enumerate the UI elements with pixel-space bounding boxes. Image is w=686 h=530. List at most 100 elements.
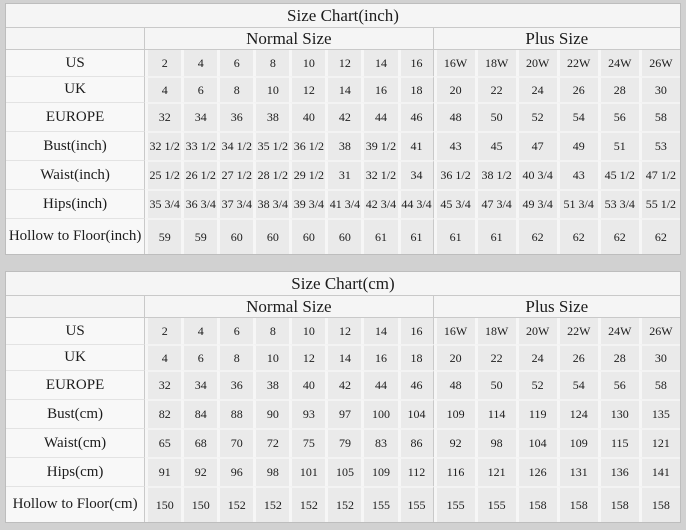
size-value-cell: 43 xyxy=(556,160,598,189)
size-value-cell: 150 xyxy=(145,486,182,522)
size-value-cell: 54 xyxy=(556,102,598,131)
size-value-cell: 2 xyxy=(145,318,182,344)
size-value-cell: 20 xyxy=(433,76,475,102)
size-value-cell: 72 xyxy=(253,428,290,457)
size-value-cell: 42 xyxy=(325,370,362,399)
size-value-cell: 38 xyxy=(253,370,290,399)
size-value-cell: 152 xyxy=(289,486,326,522)
size-value-cell: 20W xyxy=(515,50,557,76)
table-row: Hollow to Floor(inch) 59 59 60 60 60 60 61 61 61 6… xyxy=(6,218,680,254)
size-value-cell: 150 xyxy=(181,486,218,522)
size-value-cell: 10 xyxy=(289,318,326,344)
size-value-cell: 43 xyxy=(433,131,475,160)
size-value-cell: 56 xyxy=(597,370,639,399)
row-header: EUROPE xyxy=(6,102,146,131)
size-value-cell: 79 xyxy=(325,428,362,457)
size-value-cell: 10 xyxy=(289,50,326,76)
size-value-cell: 75 xyxy=(289,428,326,457)
size-value-cell: 14 xyxy=(325,76,362,102)
size-value-cell: 42 3/4 xyxy=(361,189,398,218)
size-value-cell: 51 xyxy=(597,131,639,160)
size-value-cell: 152 xyxy=(217,486,254,522)
column-group-row: Normal Size Plus Size xyxy=(6,296,680,318)
size-chart-cm-table: Size Chart(cm) Normal Size Plus Size US 2… xyxy=(5,271,681,523)
table-title: Size Chart(cm) xyxy=(6,272,680,296)
size-value-cell: 25 1/2 xyxy=(145,160,182,189)
size-value-cell: 8 xyxy=(253,50,290,76)
table-row: Waist(cm) 65 68 70 72 75 79 83 86 92 98 104 109 115 12… xyxy=(6,428,680,457)
size-value-cell: 26 1/2 xyxy=(181,160,218,189)
size-value-cell: 31 xyxy=(325,160,362,189)
size-value-cell: 45 3/4 xyxy=(433,189,475,218)
size-value-cell: 24W xyxy=(597,50,639,76)
size-value-cell: 29 1/2 xyxy=(289,160,326,189)
size-value-cell: 96 xyxy=(217,457,254,486)
size-value-cell: 24 xyxy=(515,76,557,102)
table-row: Hips(inch) 35 3/4 36 3/4 37 3/4 38 3/4 39 3/4… xyxy=(6,189,680,218)
size-value-cell: 35 3/4 xyxy=(145,189,182,218)
size-value-cell: 38 3/4 xyxy=(253,189,290,218)
size-value-cell: 34 xyxy=(181,370,218,399)
size-value-cell: 119 xyxy=(515,399,557,428)
size-value-cell: 62 xyxy=(597,218,639,254)
size-value-cell: 16 xyxy=(361,76,398,102)
size-value-cell: 39 3/4 xyxy=(289,189,326,218)
size-value-cell: 36 xyxy=(217,102,254,131)
size-value-cell: 49 xyxy=(556,131,598,160)
row-header: Hollow to Floor(inch) xyxy=(6,218,146,254)
size-value-cell: 28 xyxy=(597,344,639,370)
row-header: US xyxy=(6,318,146,344)
size-value-cell: 8 xyxy=(217,76,254,102)
size-value-cell: 100 xyxy=(361,399,398,428)
size-value-cell: 26W xyxy=(638,318,680,344)
size-value-cell: 34 xyxy=(181,102,218,131)
size-value-cell: 152 xyxy=(325,486,362,522)
size-value-cell: 121 xyxy=(638,428,680,457)
size-value-cell: 42 xyxy=(325,102,362,131)
size-value-cell: 88 xyxy=(217,399,254,428)
row-header: Bust(cm) xyxy=(6,399,146,428)
size-value-cell: 27 1/2 xyxy=(217,160,254,189)
size-value-cell: 16 xyxy=(361,344,398,370)
size-value-cell: 28 1/2 xyxy=(253,160,290,189)
table-row: UK 4 6 8 10 12 14 16 18 20 22 24 26 28 30 xyxy=(6,344,680,370)
table-row: US 2 4 6 8 10 12 14 16 16W 18W 20W 22W 24W 26W xyxy=(6,50,680,76)
size-value-cell: 60 xyxy=(253,218,290,254)
size-value-cell: 30 xyxy=(638,344,680,370)
size-value-cell: 56 xyxy=(597,102,639,131)
size-value-cell: 112 xyxy=(397,457,434,486)
size-value-cell: 135 xyxy=(638,399,680,428)
size-value-cell: 115 xyxy=(597,428,639,457)
size-value-cell: 61 xyxy=(397,218,434,254)
table-row: Hips(cm) 91 92 96 98 101 105 109 112 116 121 126 131… xyxy=(6,457,680,486)
table-row: Bust(inch) 32 1/2 33 1/2 34 1/2 35 1/2 36 1/2… xyxy=(6,131,680,160)
size-value-cell: 121 xyxy=(474,457,516,486)
size-value-cell: 33 1/2 xyxy=(181,131,218,160)
size-value-cell: 60 xyxy=(217,218,254,254)
row-header: US xyxy=(6,50,146,76)
size-value-cell: 65 xyxy=(145,428,182,457)
size-value-cell: 44 xyxy=(361,102,398,131)
size-value-cell: 59 xyxy=(181,218,218,254)
size-value-cell: 20W xyxy=(515,318,557,344)
size-value-cell: 44 3/4 xyxy=(397,189,434,218)
size-value-cell: 98 xyxy=(253,457,290,486)
size-value-cell: 12 xyxy=(325,318,362,344)
size-charts-page: Size Chart(inch) Normal Size Plus Size U… xyxy=(5,3,681,523)
size-value-cell: 62 xyxy=(556,218,598,254)
normal-size-header: Normal Size xyxy=(145,28,434,50)
size-value-cell: 155 xyxy=(361,486,398,522)
size-value-cell: 12 xyxy=(325,50,362,76)
size-value-cell: 52 xyxy=(515,370,557,399)
size-value-cell: 116 xyxy=(433,457,475,486)
size-value-cell: 50 xyxy=(474,370,516,399)
size-value-cell: 36 xyxy=(217,370,254,399)
size-value-cell: 68 xyxy=(181,428,218,457)
size-value-cell: 18W xyxy=(474,50,516,76)
size-value-cell: 59 xyxy=(145,218,182,254)
size-value-cell: 40 xyxy=(289,370,326,399)
plus-size-header: Plus Size xyxy=(433,296,680,318)
size-value-cell: 38 xyxy=(325,131,362,160)
row-header: Hollow to Floor(cm) xyxy=(6,486,146,522)
size-value-cell: 38 1/2 xyxy=(474,160,516,189)
